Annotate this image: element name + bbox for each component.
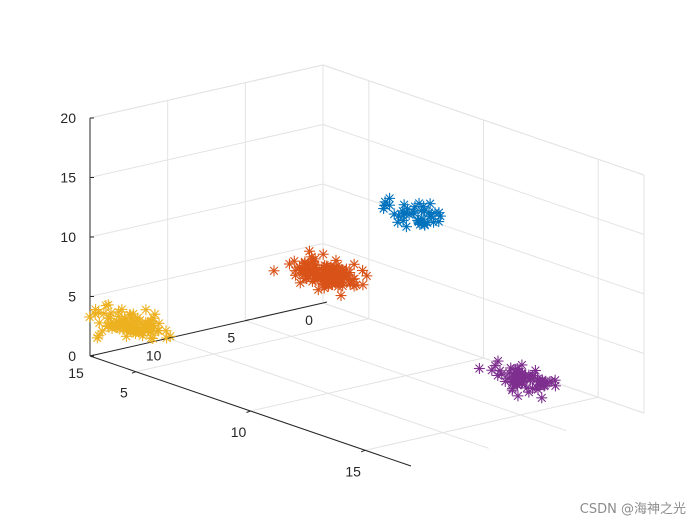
- data-point: [161, 332, 173, 344]
- data-point: [489, 360, 501, 372]
- data-point: [317, 248, 329, 260]
- data-point: [398, 199, 410, 211]
- axis-layer: [89, 118, 412, 467]
- data-point: [516, 359, 528, 371]
- data-point: [400, 221, 412, 233]
- data-point: [305, 268, 317, 280]
- side-grid-z: [89, 124, 324, 178]
- points-layer: [84, 192, 561, 404]
- data-point: [328, 268, 340, 280]
- data-point: [379, 196, 391, 208]
- data-point: [361, 270, 373, 282]
- data-point: [510, 377, 522, 389]
- data-point: [93, 330, 105, 342]
- z-tick-label: 10: [60, 229, 76, 245]
- data-point: [357, 264, 369, 276]
- data-point: [339, 269, 351, 281]
- x-tick-mark: [360, 449, 366, 453]
- grid-layer: [89, 64, 645, 467]
- floor-grid-x: [250, 357, 484, 412]
- data-point: [530, 381, 542, 393]
- data-point: [311, 268, 323, 280]
- data-point: [335, 290, 347, 302]
- y-tick-mark: [167, 336, 172, 339]
- series-2: [268, 245, 373, 302]
- data-point: [492, 369, 504, 381]
- x-tick-label: 10: [231, 424, 247, 440]
- data-point: [140, 304, 152, 316]
- data-point: [536, 392, 548, 404]
- data-point: [147, 312, 159, 324]
- back-grid-z: [322, 302, 645, 414]
- data-point: [283, 258, 295, 270]
- series-4: [473, 355, 561, 404]
- y-tick-label: 15: [68, 365, 84, 381]
- watermark-text: CSDN @海神之光: [579, 502, 686, 517]
- x-tick-label: 15: [345, 463, 361, 479]
- data-point: [434, 210, 446, 222]
- data-point: [418, 200, 430, 212]
- data-point: [413, 215, 425, 227]
- data-point: [137, 330, 149, 342]
- data-point: [93, 317, 105, 329]
- z-tick-label: 20: [60, 110, 76, 126]
- x-tick-mark: [246, 410, 251, 413]
- back-grid-z: [322, 183, 645, 295]
- floor-grid-y: [245, 320, 567, 432]
- data-point: [403, 208, 415, 220]
- data-point: [473, 363, 485, 375]
- data-point: [100, 300, 112, 312]
- data-point: [502, 372, 514, 384]
- data-point: [303, 245, 315, 257]
- y-tick-mark: [322, 301, 328, 304]
- data-point: [152, 325, 164, 337]
- data-point: [419, 218, 431, 230]
- y-tick-mark: [245, 319, 250, 322]
- series-3: [84, 299, 176, 344]
- data-point: [312, 284, 324, 296]
- box-edge: [322, 64, 645, 176]
- data-point: [268, 265, 280, 277]
- data-point: [116, 303, 128, 315]
- data-point: [322, 262, 334, 274]
- y-tick-label: 10: [146, 347, 162, 363]
- side-grid-z: [89, 183, 324, 238]
- x-tick-label: 5: [120, 385, 128, 401]
- data-point: [117, 318, 129, 330]
- x-tick-mark: [131, 371, 137, 374]
- back-grid-z: [322, 243, 645, 354]
- floor-grid-y: [167, 337, 489, 449]
- data-point: [538, 377, 550, 389]
- side-grid-z: [89, 243, 324, 297]
- data-point: [104, 312, 116, 324]
- y-axis-line: [89, 302, 324, 357]
- floor-grid-x: [135, 318, 369, 373]
- data-point: [124, 309, 136, 321]
- data-point: [510, 363, 522, 375]
- y-tick-label: 5: [227, 330, 235, 346]
- data-point: [397, 210, 409, 222]
- data-point: [93, 306, 105, 318]
- box-edge: [89, 64, 324, 119]
- series-1: [378, 192, 446, 233]
- data-point: [528, 370, 540, 382]
- data-point: [344, 276, 356, 288]
- data-point: [549, 380, 561, 392]
- y-tick-label: 0: [305, 312, 313, 328]
- z-tick-label: 5: [68, 289, 76, 305]
- data-point: [319, 271, 331, 283]
- data-point: [384, 192, 396, 204]
- data-point: [388, 208, 400, 220]
- data-point: [506, 384, 518, 396]
- floor-grid-x: [365, 396, 599, 451]
- back-grid-z: [322, 124, 645, 235]
- data-point: [348, 258, 360, 270]
- data-point: [378, 203, 390, 215]
- z-tick-label: 0: [68, 348, 76, 364]
- data-point: [289, 265, 301, 277]
- z-tick-label: 15: [60, 170, 76, 186]
